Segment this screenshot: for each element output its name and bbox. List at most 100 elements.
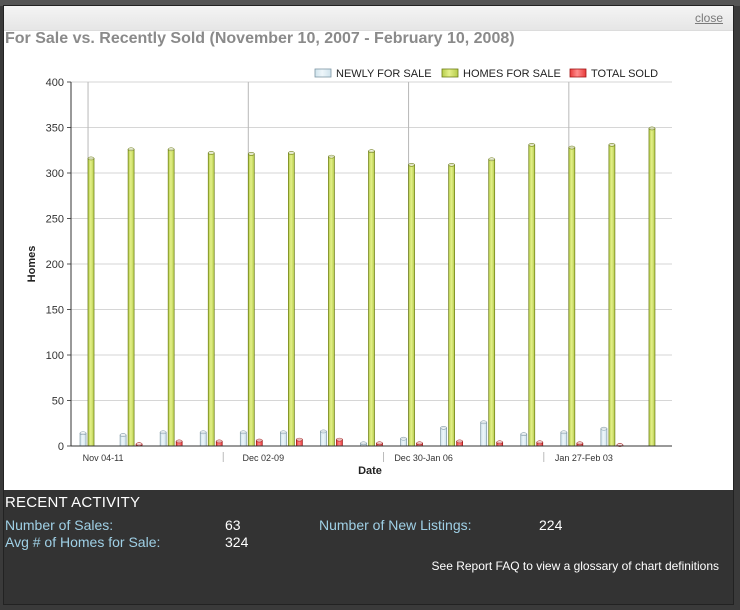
newly-for-sale-bar-cap — [480, 420, 488, 425]
homes-for-sale-bar — [608, 144, 616, 447]
homes-for-sale-bar-cap — [488, 157, 496, 162]
newly-for-sale-bar — [239, 432, 247, 447]
x-tick-label: Jan 27-Feb 03 — [555, 453, 613, 463]
total-sold-bar-cap — [135, 442, 143, 446]
homes-for-sale-bar-cap — [448, 163, 455, 167]
close-link[interactable]: close — [694, 11, 723, 25]
y-tick-label: 50 — [52, 396, 64, 408]
newly-for-sale-bar — [159, 432, 167, 447]
x-axis-title: Date — [358, 465, 382, 477]
x-tick-label: Dec 02-09 — [243, 453, 285, 463]
number-of-sales-label: Number of Sales: — [5, 517, 114, 533]
homes-for-sale-bar-cap — [288, 151, 295, 155]
recent-activity-panel: RECENT ACTIVITY Number of Sales: 63 Avg … — [4, 490, 733, 604]
homes-for-sale-bar — [648, 128, 656, 447]
homes-for-sale-bar-cap — [408, 163, 415, 167]
y-tick-label: 0 — [58, 441, 64, 453]
legend-label: NEWLY FOR SALE — [336, 68, 432, 80]
homes-for-sale-bar-cap — [648, 126, 656, 131]
total-sold-bar-cap — [376, 441, 383, 446]
homes-for-sale-bar — [448, 164, 455, 447]
newly-for-sale-bar-cap — [320, 429, 327, 434]
homes-for-sale-bar — [127, 148, 135, 447]
homes-for-sale-bar — [368, 150, 375, 447]
homes-for-sale-bar-cap — [167, 147, 175, 152]
background-page-strip — [0, 0, 740, 6]
x-tick-label: Nov 04-11 — [83, 453, 124, 463]
newly-for-sale-bar-cap — [560, 430, 568, 435]
newly-for-sale-bar-cap — [240, 430, 247, 435]
newly-for-sale-bar — [320, 431, 327, 447]
homes-for-sale-bar — [167, 148, 175, 447]
y-axis-title: Homes — [26, 246, 38, 283]
homes-for-sale-bar-cap — [528, 142, 536, 147]
homes-for-sale-bar — [528, 144, 536, 447]
legend-label: TOTAL SOLD — [591, 68, 658, 80]
newly-for-sale-bar-cap — [79, 431, 87, 436]
newly-for-sale-bar-cap — [280, 430, 287, 435]
homes-for-sale-bar-cap — [368, 149, 375, 153]
new-listings-value: 224 — [539, 517, 563, 533]
homes-for-sale-bar — [288, 152, 295, 447]
newly-for-sale-bar — [79, 432, 87, 447]
homes-for-sale-bar-cap — [87, 156, 95, 161]
homes-for-sale-bar-cap — [127, 147, 135, 152]
homes-for-sale-bar-cap — [328, 154, 335, 159]
legend-swatch — [569, 68, 587, 78]
homes-for-sale-bar-cap — [568, 145, 576, 150]
newly-for-sale-bar-cap — [520, 432, 528, 436]
y-tick-label: 300 — [46, 168, 64, 180]
homes-for-sale-bar — [488, 158, 496, 447]
y-tick-label: 250 — [46, 214, 64, 226]
newly-for-sale-bar — [199, 432, 207, 447]
y-tick-label: 150 — [46, 305, 64, 317]
newly-for-sale-bar-cap — [119, 433, 127, 437]
homes-for-sale-bar — [207, 152, 215, 447]
newly-for-sale-bar-cap — [400, 436, 407, 441]
chart: 0 50 100 150 200 250 300 350 400 Nov 04-11 Dec 02-… — [26, 68, 672, 477]
total-sold-bar-cap — [416, 441, 423, 446]
avg-homes-value: 324 — [225, 534, 249, 550]
total-sold-bar-cap — [175, 439, 183, 444]
homes-for-sale-bar-cap — [207, 151, 215, 155]
y-tick-label: 400 — [46, 77, 64, 89]
homes-for-sale-bar — [408, 164, 415, 447]
newly-for-sale-bar-cap — [440, 425, 447, 430]
total-sold-bar-cap — [496, 440, 504, 445]
x-tick-label: Dec 30-Jan 06 — [394, 453, 453, 463]
newly-for-sale-bar-cap — [159, 430, 167, 435]
total-sold-bar-cap — [296, 437, 303, 442]
newly-for-sale-bar-cap — [360, 441, 367, 446]
number-of-sales-value: 63 — [225, 517, 241, 533]
new-listings-label: Number of New Listings: — [319, 517, 472, 533]
report-faq-note: See Report FAQ to view a glossary of cha… — [431, 559, 719, 573]
avg-homes-label: Avg # of Homes for Sale: — [5, 534, 161, 550]
y-tick-label: 200 — [46, 259, 64, 271]
homes-for-sale-bar — [568, 147, 576, 447]
total-sold-bar-cap — [215, 439, 223, 444]
recent-activity-heading: RECENT ACTIVITY — [5, 494, 141, 511]
chart-title: For Sale vs. Recently Sold (November 10,… — [5, 30, 515, 47]
newly-for-sale-bar — [280, 432, 287, 447]
newly-for-sale-bar-cap — [600, 426, 608, 431]
newly-for-sale-bar — [560, 432, 568, 447]
total-sold-bar-cap — [256, 438, 263, 443]
legend-swatch — [314, 68, 332, 78]
y-tick-label: 350 — [46, 123, 64, 135]
total-sold-bar-cap — [456, 439, 463, 444]
homes-for-sale-bar-cap — [608, 142, 616, 147]
newly-for-sale-bar — [440, 427, 447, 447]
y-tick-label: 100 — [46, 350, 64, 362]
report-modal: close For Sale vs. Recently Sold (Novemb… — [3, 5, 734, 605]
newly-for-sale-bar — [600, 428, 608, 447]
legend-swatch — [441, 68, 459, 78]
homes-for-sale-bar — [247, 153, 255, 447]
total-sold-bar-cap — [536, 440, 544, 445]
newly-for-sale-bar — [480, 421, 488, 447]
homes-for-sale-bar-cap — [248, 152, 255, 156]
total-sold-bar-cap — [576, 441, 584, 446]
total-sold-bar-cap — [336, 437, 343, 442]
modal-top-bar: close — [4, 6, 733, 31]
legend-label: HOMES FOR SALE — [463, 68, 561, 80]
homes-for-sale-bar — [328, 156, 335, 447]
